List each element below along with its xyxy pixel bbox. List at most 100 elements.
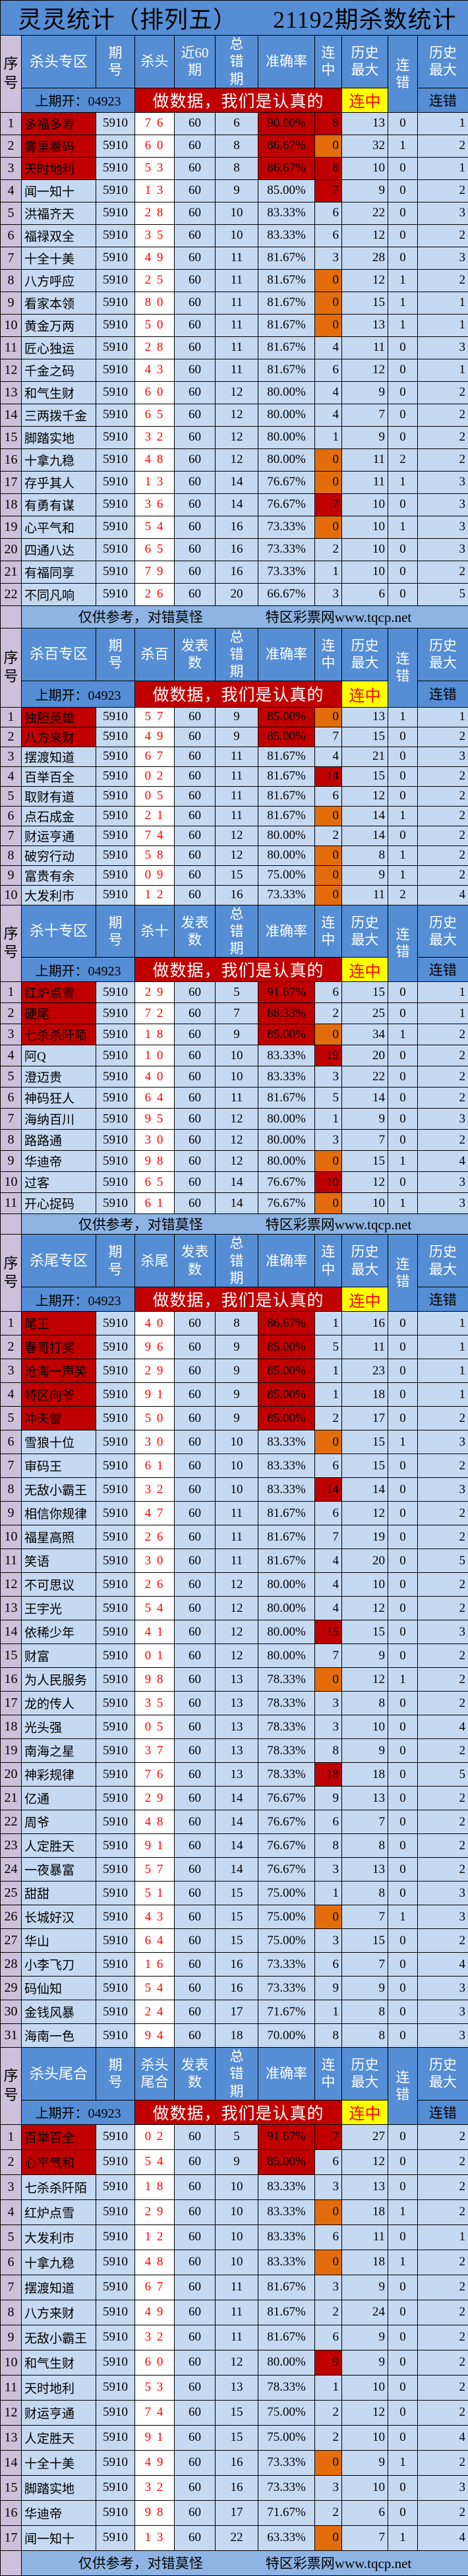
expert-name: 人定胜天 xyxy=(22,1834,96,1858)
row-index: 29 xyxy=(1,1977,22,2000)
site-link[interactable]: 特区彩票网www.tqcp.net xyxy=(266,2553,411,2573)
streak-hit-cell: 3 xyxy=(315,583,342,605)
hist-max-hit-cell: 9 xyxy=(342,381,388,404)
streak-hit-cell: 4 xyxy=(315,381,342,404)
row-index: 10 xyxy=(1,2350,22,2375)
kill-numbers: 7 4 xyxy=(135,826,175,845)
period-cell: 5910 xyxy=(96,1088,135,1109)
count-cell: 60 xyxy=(175,426,216,448)
expert-name: 澄迈贵 xyxy=(22,1066,96,1088)
total-errors-cell: 15 xyxy=(216,2425,258,2450)
total-errors-cell: 14 xyxy=(216,493,258,516)
streak-miss-cell: 0 xyxy=(388,2300,418,2325)
period-cell: 5910 xyxy=(96,1359,135,1383)
footer-row: 仅供参考，对错莫怪特区彩票网www.tqcp.net xyxy=(1,2550,468,2575)
kill-numbers: 1 3 xyxy=(135,471,175,493)
site-link[interactable]: 特区彩票网www.tqcp.net xyxy=(266,607,411,627)
count-cell: 60 xyxy=(175,1573,216,1597)
row-index: 7 xyxy=(1,1109,22,1130)
streak-hit-badge: 连中 xyxy=(342,681,388,707)
streak-hit-header: 连中 xyxy=(315,628,342,681)
streak-hit-cell: 0 xyxy=(315,865,342,885)
footer-index-blank xyxy=(1,1214,22,1235)
period-cell: 5910 xyxy=(96,1172,135,1193)
total-errors-cell: 10 xyxy=(216,2174,258,2199)
hist-max-hit-cell: 10 xyxy=(342,538,388,561)
total-errors-cell: 10 xyxy=(216,2250,258,2275)
total-errors-cell: 10 xyxy=(216,224,258,247)
kill-numbers: 2 6 xyxy=(135,583,175,605)
count-header: 近60期 xyxy=(175,36,216,88)
expert-name: 周爷 xyxy=(22,1810,96,1834)
expert-name: 大发利市 xyxy=(22,2224,96,2250)
hist-max-hit-cell: 9 xyxy=(342,2350,388,2375)
expert-name: 十拿九稳 xyxy=(22,2250,96,2275)
hist-max-miss-cell: 2 xyxy=(418,1739,468,1763)
kill-numbers: 9 4 xyxy=(135,2024,175,2048)
streak-hit-cell: 1 xyxy=(315,2375,342,2400)
site-link[interactable]: 特区彩票网www.tqcp.net xyxy=(266,1214,411,1234)
row-index: 4 xyxy=(1,1045,22,1066)
expert-name: 有勇有谋 xyxy=(22,493,96,516)
streak-hit-cell: 0 xyxy=(315,707,342,727)
period-header: 期号 xyxy=(96,905,135,958)
streak-hit-cell: 6 xyxy=(315,982,342,1003)
total-errors-cell: 12 xyxy=(216,845,258,865)
period-cell: 5910 xyxy=(96,885,135,905)
accuracy-cell: 86.67% xyxy=(258,157,315,179)
streak-hit-cell: 1 xyxy=(315,1109,342,1130)
hist-max-hit-cell: 32 xyxy=(342,135,388,157)
hist-max-miss-cell: 2 xyxy=(418,2375,468,2400)
accuracy-cell: 81.67% xyxy=(258,766,315,786)
kill-numbers: 3 2 xyxy=(135,2325,175,2350)
total-errors-cell: 14 xyxy=(216,1858,258,1882)
streak-hit-cell: 0 xyxy=(315,1193,342,1214)
streak-miss-cell: 0 xyxy=(388,1172,418,1193)
kill-numbers: 3 5 xyxy=(135,1692,175,1715)
count-cell: 60 xyxy=(175,1045,216,1066)
streak-miss-cell: 0 xyxy=(388,1882,418,1905)
hist-max-hit-cell: 18 xyxy=(342,1763,388,1787)
last-open-label: 上期开：04923 xyxy=(22,1287,135,1312)
title-row: 灵灵统计（排列五）21192期杀数统计 xyxy=(1,1,468,36)
total-errors-cell: 12 xyxy=(216,404,258,426)
hist-max-hit-cell: 9 xyxy=(342,426,388,448)
expert-name: 十全十美 xyxy=(22,2450,96,2475)
hist-max-miss-cell: 2 xyxy=(418,561,468,583)
total-errors-cell: 15 xyxy=(216,865,258,885)
count-cell: 60 xyxy=(175,1066,216,1088)
hist-max-hit-cell: 28 xyxy=(342,247,388,269)
row-index: 3 xyxy=(1,1024,22,1045)
expert-name: 华迪帝 xyxy=(22,2500,96,2525)
expert-name: 华迪帝 xyxy=(22,1151,96,1172)
count-cell: 60 xyxy=(175,157,216,179)
kill-numbers: 9 1 xyxy=(135,1834,175,1858)
hist-max-miss-cell: 2 xyxy=(418,826,468,845)
kill-header: 杀头尾合 xyxy=(135,2048,175,2101)
kill-numbers: 5 3 xyxy=(135,157,175,179)
streak-miss-cell: 0 xyxy=(388,1834,418,1858)
streak-hit-cell: 6 xyxy=(315,1953,342,1977)
kill-header: 杀十 xyxy=(135,905,175,958)
accuracy-header: 准确率 xyxy=(258,905,315,958)
expert-name: 黄金万两 xyxy=(22,314,96,336)
count-cell: 60 xyxy=(175,112,216,135)
streak-hit-cell: 9 xyxy=(315,2350,342,2375)
streak-hit-cell: 6 xyxy=(315,359,342,381)
hist-max-miss-cell: 2 xyxy=(418,1573,468,1597)
row-index: 7 xyxy=(1,2275,22,2300)
streak-miss-cell: 0 xyxy=(388,1715,418,1739)
streak-miss-cell: 0 xyxy=(388,982,418,1003)
accuracy-cell: 81.67% xyxy=(258,2300,315,2325)
count-cell: 60 xyxy=(175,2124,216,2149)
